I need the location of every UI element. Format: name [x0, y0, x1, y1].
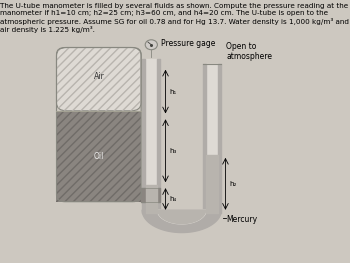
Text: h₃: h₃ — [170, 148, 177, 154]
Text: Oil: Oil — [94, 152, 104, 161]
Text: h₂: h₂ — [230, 181, 237, 187]
Text: Pressure gage: Pressure gage — [161, 39, 215, 48]
Text: Mercury: Mercury — [226, 215, 258, 224]
Circle shape — [145, 40, 158, 50]
Text: Open to
atmosphere: Open to atmosphere — [226, 42, 272, 61]
FancyBboxPatch shape — [56, 48, 141, 111]
Text: The U-tube manometer is filled by several fluids as shown. Compute the pressure : The U-tube manometer is filled by severa… — [0, 3, 350, 33]
Text: h₄: h₄ — [170, 196, 177, 202]
Polygon shape — [158, 210, 206, 224]
Polygon shape — [142, 210, 222, 232]
Text: h₁: h₁ — [170, 89, 177, 95]
Text: Air: Air — [93, 72, 104, 81]
Bar — [56, 111, 141, 202]
Bar — [56, 111, 141, 202]
Polygon shape — [158, 210, 206, 224]
